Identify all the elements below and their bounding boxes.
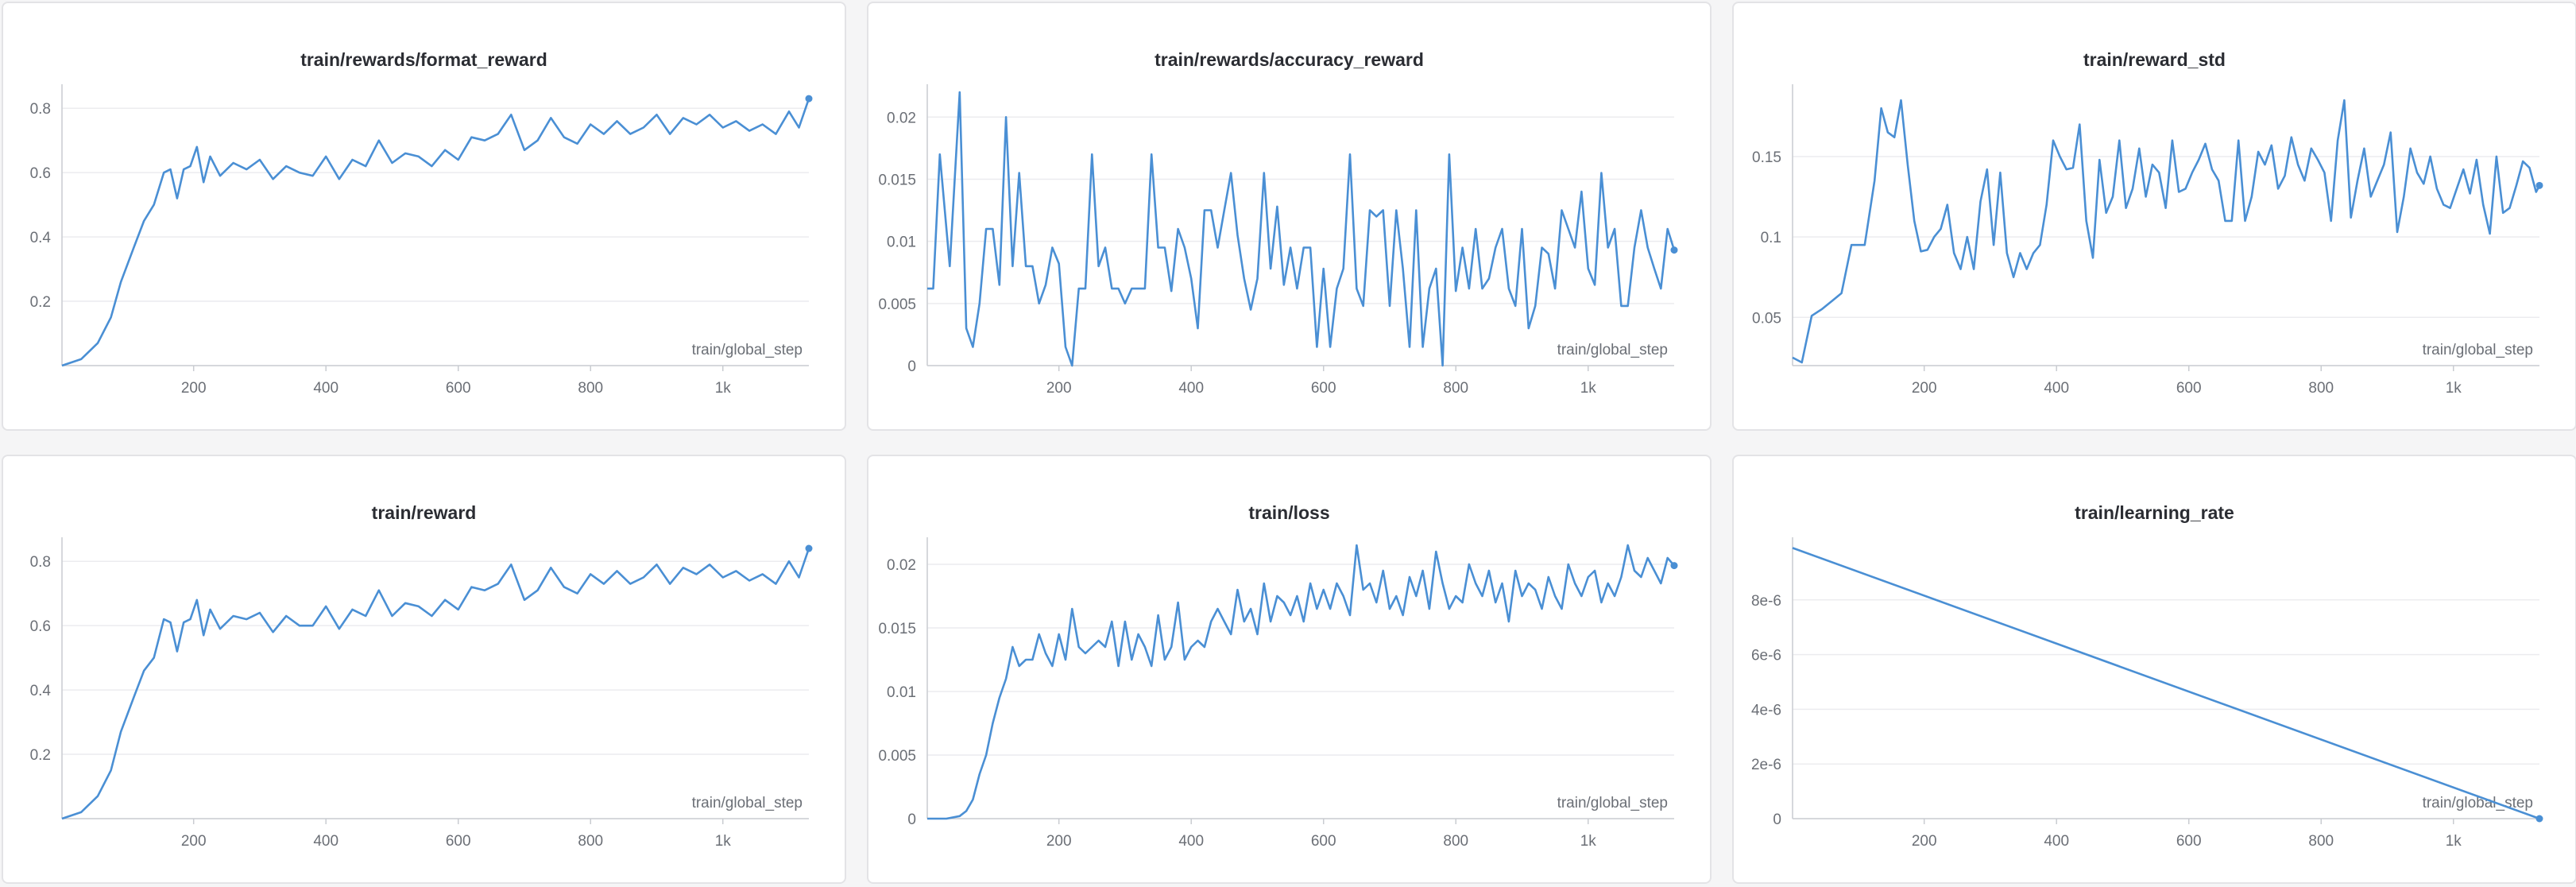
x-tick-label: 1k [1580, 833, 1597, 850]
chart-panel-learning-rate: train/learning_rate 0 2e-6 4e-6 6e-6 8e-6 200… [1732, 455, 2576, 884]
x-tick-label: 800 [578, 380, 603, 397]
x-tick-label: 800 [578, 833, 603, 850]
x-tick-label: 200 [1046, 380, 1072, 397]
chart-svg[interactable]: 0.05 0.1 0.15 200 400 600 800 1k train/global_st… [1734, 3, 2575, 429]
x-tick-label: 400 [1178, 833, 1204, 850]
x-tick-label: 200 [181, 380, 207, 397]
y-tick-label: 0.4 [30, 683, 52, 699]
x-tick-label: 1k [715, 380, 732, 397]
x-axis-label: train/global_step [1557, 342, 1668, 358]
x-tick-label: 600 [2176, 833, 2202, 850]
y-tick-label: 0.2 [30, 747, 51, 764]
y-tick-label: 0.2 [30, 294, 51, 311]
x-tick-label: 1k [1580, 380, 1597, 397]
x-axis-label: train/global_step [692, 342, 803, 358]
x-tick-label: 1k [2446, 833, 2462, 850]
last-point-marker [1671, 246, 1678, 254]
y-tick-label: 2e-6 [1751, 757, 1781, 773]
x-tick-label: 400 [313, 380, 338, 397]
y-tick-label: 0 [907, 811, 916, 828]
last-point-marker [806, 95, 813, 103]
x-tick-label: 800 [2308, 833, 2334, 850]
x-tick-label: 400 [2044, 833, 2069, 850]
x-tick-label: 400 [1178, 380, 1204, 397]
series-line[interactable] [62, 548, 809, 819]
x-tick-label: 400 [313, 833, 338, 850]
chart-panel-accuracy-reward: train/rewards/accuracy_reward 0 0.005 0.01… [867, 2, 1712, 431]
last-point-marker [2536, 182, 2543, 189]
y-tick-label: 0.05 [1752, 310, 1781, 327]
chart-svg[interactable]: 0 0.005 0.01 0.015 0.02 200 400 600 800 1k train/g… [868, 456, 1710, 882]
chart-panel-reward-std: train/reward_std 0.05 0.1 0.15 200 400 600 800… [1732, 2, 2576, 431]
chart-svg[interactable]: 0.2 0.4 0.6 0.8 200 400 600 800 1k train/global_s… [3, 456, 845, 882]
x-tick-label: 800 [1443, 833, 1468, 850]
chart-svg[interactable]: 0 0.005 0.01 0.015 0.02 200 400 600 800 1k train/g… [868, 3, 1710, 429]
x-tick-label: 200 [1912, 380, 1937, 397]
last-point-marker [2536, 815, 2543, 823]
y-tick-label: 0.6 [30, 618, 51, 635]
x-tick-label: 200 [181, 833, 207, 850]
x-tick-label: 600 [446, 833, 471, 850]
y-tick-label: 0.005 [878, 748, 916, 765]
y-tick-label: 0.015 [878, 172, 916, 188]
y-tick-label: 0.6 [30, 165, 51, 182]
x-tick-label: 1k [2446, 380, 2462, 397]
y-tick-label: 4e-6 [1751, 702, 1781, 719]
y-tick-label: 0.4 [30, 230, 52, 246]
x-tick-label: 800 [2308, 380, 2334, 397]
x-tick-label: 200 [1046, 833, 1072, 850]
y-tick-label: 0.01 [887, 234, 916, 251]
y-tick-label: 0.01 [887, 684, 916, 701]
y-tick-label: 0.02 [887, 110, 916, 126]
x-tick-label: 600 [446, 380, 471, 397]
y-tick-label: 0.005 [878, 296, 916, 313]
series-line[interactable] [1793, 100, 2539, 362]
y-tick-label: 6e-6 [1751, 648, 1781, 664]
series-line[interactable] [927, 92, 1674, 366]
y-tick-label: 8e-6 [1751, 593, 1781, 610]
last-point-marker [806, 545, 813, 552]
y-tick-label: 0.15 [1752, 149, 1781, 166]
last-point-marker [1671, 562, 1678, 569]
series-line[interactable] [62, 99, 809, 366]
y-tick-label: 0.1 [1761, 230, 1781, 246]
y-tick-label: 0 [907, 358, 916, 375]
x-tick-label: 600 [1311, 833, 1336, 850]
chart-panel-loss: train/loss 0 0.005 0.01 0.015 0.02 200 400 600 8… [867, 455, 1712, 884]
y-tick-label: 0.8 [30, 554, 51, 571]
x-tick-label: 600 [2176, 380, 2202, 397]
y-tick-label: 0.015 [878, 621, 916, 637]
x-tick-label: 400 [2044, 380, 2069, 397]
chart-panel-reward: train/reward 0.2 0.4 0.6 0.8 200 400 600 800 1k t… [2, 455, 846, 884]
x-tick-label: 600 [1311, 380, 1336, 397]
x-tick-label: 200 [1912, 833, 1937, 850]
x-axis-label: train/global_step [692, 795, 803, 811]
chart-panel-format-reward: train/rewards/format_reward 0.2 0.4 0.6 0.8… [2, 2, 846, 431]
series-line[interactable] [927, 545, 1674, 819]
x-axis-label: train/global_step [1557, 795, 1668, 811]
y-tick-label: 0 [1773, 811, 1781, 828]
y-tick-label: 0.8 [30, 101, 51, 118]
series-line[interactable] [1793, 548, 2539, 819]
y-tick-label: 0.02 [887, 557, 916, 574]
chart-svg[interactable]: 0.2 0.4 0.6 0.8 200 400 600 800 1k train/global_s… [3, 3, 845, 429]
x-tick-label: 1k [715, 833, 732, 850]
x-axis-label: train/global_step [2423, 342, 2533, 358]
x-tick-label: 800 [1443, 380, 1468, 397]
